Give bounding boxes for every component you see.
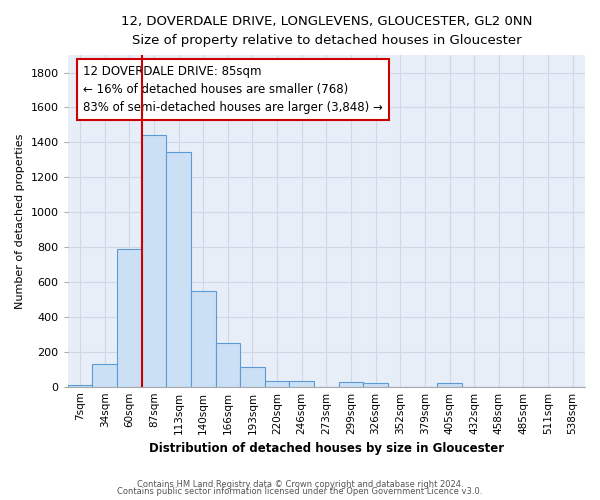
X-axis label: Distribution of detached houses by size in Gloucester: Distribution of detached houses by size … [149,442,504,455]
Text: Contains HM Land Registry data © Crown copyright and database right 2024.: Contains HM Land Registry data © Crown c… [137,480,463,489]
Bar [191,290,215,386]
Bar [240,368,265,386]
Bar [92,364,117,386]
Bar [142,136,166,386]
Bar [364,383,388,386]
Bar [117,249,142,386]
Title: 12, DOVERDALE DRIVE, LONGLEVENS, GLOUCESTER, GL2 0NN
Size of property relative t: 12, DOVERDALE DRIVE, LONGLEVENS, GLOUCES… [121,15,532,47]
Bar [215,343,240,386]
Bar [265,380,289,386]
Text: Contains public sector information licensed under the Open Government Licence v3: Contains public sector information licen… [118,487,482,496]
Text: 12 DOVERDALE DRIVE: 85sqm
← 16% of detached houses are smaller (768)
83% of semi: 12 DOVERDALE DRIVE: 85sqm ← 16% of detac… [83,65,383,114]
Bar [338,382,364,386]
Bar [166,152,191,386]
Bar [68,385,92,386]
Bar [289,382,314,386]
Y-axis label: Number of detached properties: Number of detached properties [15,133,25,308]
Bar [437,383,462,386]
